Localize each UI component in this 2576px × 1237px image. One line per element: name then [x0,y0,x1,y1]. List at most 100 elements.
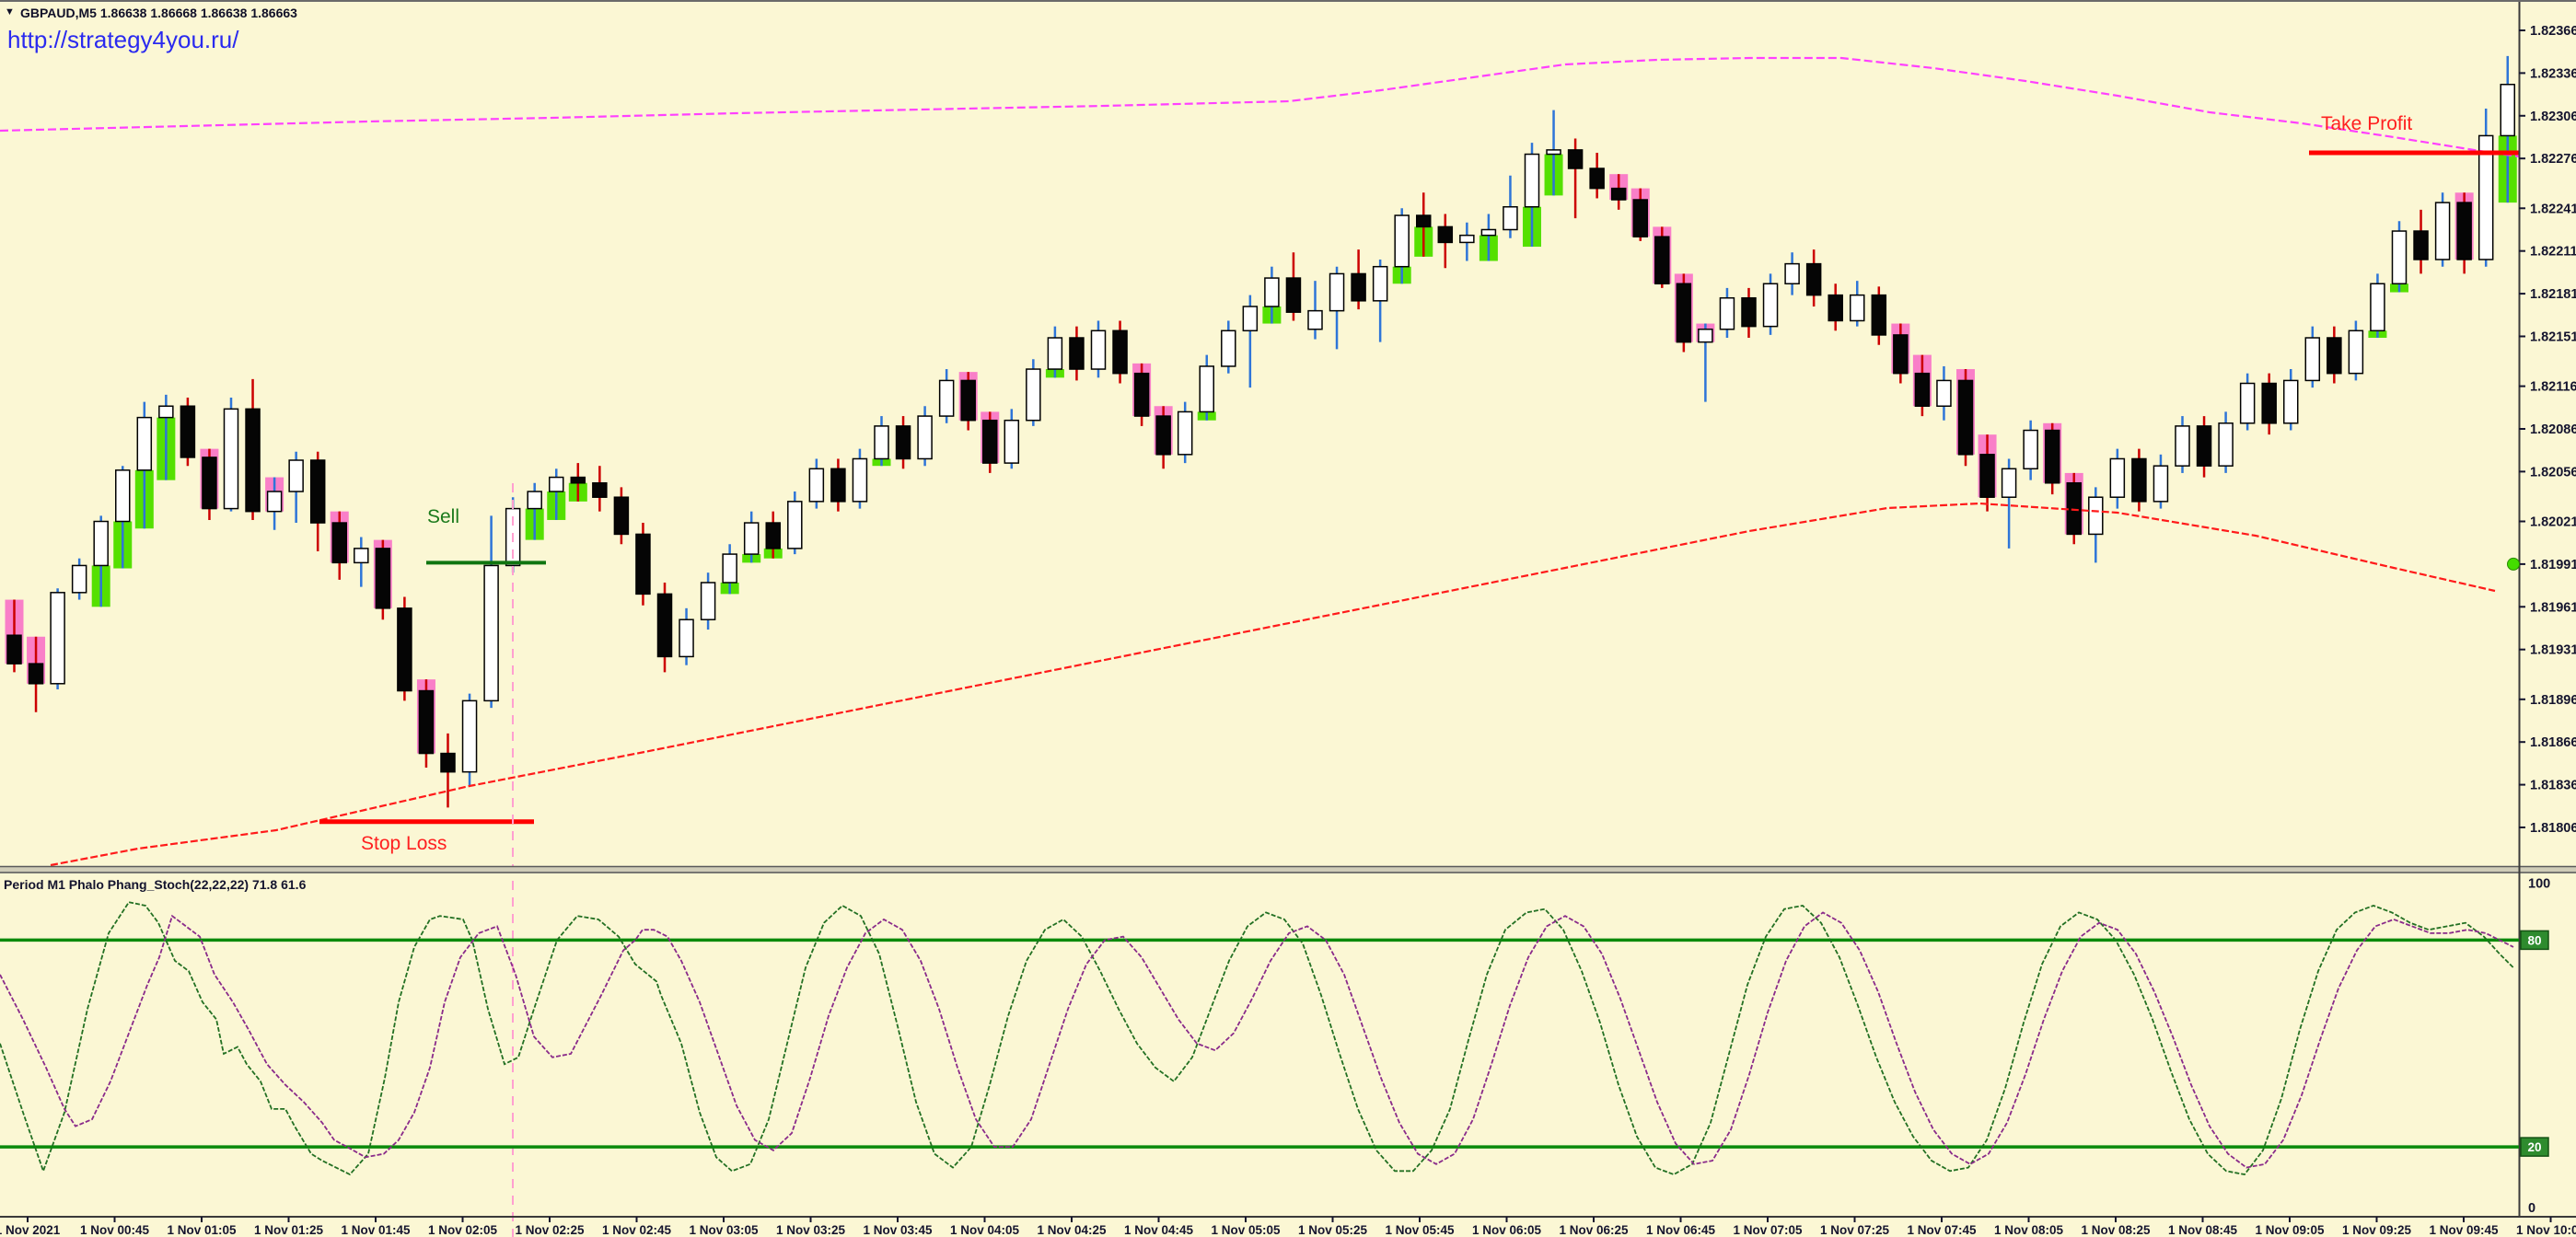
candle-bull [1329,272,1345,312]
price-axis-label: 1.81866 [2530,735,2576,750]
price-axis-label: 1.82306 [2530,110,2576,124]
candle-bull [1480,228,1497,237]
candle-bear [592,482,608,498]
candle-bull [288,459,304,492]
time-axis-label: 1 Nov 02:45 [602,1223,672,1237]
candle-bull [1459,234,1475,244]
time-axis-label: 1 Nov 06:45 [1646,1223,1716,1237]
time-axis-label: 1 Nov 04:05 [950,1223,1020,1237]
candle-bear [202,457,217,510]
stoch-scale-100: 100 [2528,877,2550,892]
candle-bear [2456,202,2472,260]
time-axis-label: 1 Nov 03:45 [863,1223,933,1237]
candle-bull [483,564,499,702]
candle-bull [1047,337,1063,370]
ma-fast-magenta-line[interactable] [0,56,2520,158]
candle-bull [1524,153,1540,208]
price-axis-label: 1.82086 [2530,422,2576,437]
candle-bear [6,634,22,665]
time-axis-label: 1 Nov 07:25 [1820,1223,1890,1237]
time-axis-label: 1 Nov 2021 [0,1223,61,1237]
candle-bull [1177,410,1193,456]
candle-bull [2370,283,2385,332]
time-axis-label: 1 Nov 03:05 [689,1223,759,1237]
candle-bull [1199,365,1214,413]
candle-bull [2152,465,2169,503]
candle-bear [1654,236,1670,285]
candle-bear [440,752,456,773]
stoch-level-badge-80 [2520,930,2549,951]
candle-bear [1805,262,1822,296]
candle-bear [1112,329,1128,375]
candle-bull [1026,368,1041,422]
time-axis-label: 1 Nov 04:45 [1124,1223,1194,1237]
candle-bull [115,469,131,523]
candle-bear [1416,214,1432,228]
time-axis-label: 1 Nov 05:05 [1211,1223,1281,1237]
candle-bull [1719,296,1735,330]
candle-bull [2239,382,2256,424]
candle-bull [1264,277,1280,307]
window-splitter[interactable] [0,866,2576,873]
candle-bull [808,468,825,503]
time-axis-label: 1 Nov 08:25 [2081,1223,2151,1237]
candle-bear [28,663,44,685]
candle-bull [1698,328,1713,343]
time-axis-label: 1 Nov 00:45 [80,1223,150,1237]
candle-bull [1372,265,1388,302]
candle-bear [245,408,261,513]
time-axis-label: 1 Nov 02:25 [515,1223,585,1237]
candle-bull [2088,496,2104,536]
candle-bull [852,457,868,503]
candle-bear [570,476,586,484]
candle-bull [2348,329,2364,375]
candle-bull [2500,84,2515,137]
candle-bull [1004,419,1020,464]
candle-bear [1914,372,1931,407]
candle-bull [1936,379,1952,407]
candle-bear [982,419,998,464]
ma-slow-red-line[interactable] [50,502,2496,867]
candle-bear [2261,382,2277,424]
candle-bull [1762,283,1779,328]
candle-bear [1589,168,1605,190]
price-axis-label: 1.82336 [2530,66,2576,81]
candle-bull [1546,149,1561,156]
candle-bear [2413,230,2429,260]
candle-bear [895,425,911,460]
candle-bull [874,425,889,460]
candle-bull [679,618,694,658]
candle-bull [266,491,283,513]
candle-bull [1242,306,1259,332]
price-axis-label: 1.81991 [2530,558,2576,572]
price-axis-label: 1.82241 [2530,202,2576,216]
candle-bear [1828,294,1843,322]
time-axis-label: 1 Nov 10:05 [2516,1223,2576,1237]
candle-bull [743,522,760,555]
candle-bull [461,699,478,773]
price-axis-label: 1.82276 [2530,152,2576,167]
candle-bear [1741,296,1757,328]
candle-bear [1893,334,1909,375]
stoch-level-badge-20 [2520,1137,2549,1157]
candle-bull [722,553,737,584]
price-axis-label: 1.81896 [2530,693,2576,708]
candle-bear [1285,277,1302,313]
candle-bull [1394,214,1410,268]
candle-bull [917,415,933,460]
price-axis-label: 1.81806 [2530,821,2576,836]
time-axis-label: 1 Nov 05:25 [1298,1223,1368,1237]
candle-bear [1155,415,1171,456]
candle-bear [2131,457,2147,503]
candle-bull [1090,329,1107,370]
candle-bull [1503,206,1518,231]
candle-bear [397,607,412,692]
candle-bull [2477,134,2494,260]
stoch-k-line[interactable] [0,901,2514,1176]
stoch-d-line[interactable] [0,911,2514,1169]
time-axis-label: 1 Nov 07:05 [1733,1223,1803,1237]
time-axis-label: 1 Nov 07:45 [1907,1223,1977,1237]
symbol-dropdown-icon[interactable]: ▼ [5,6,15,17]
